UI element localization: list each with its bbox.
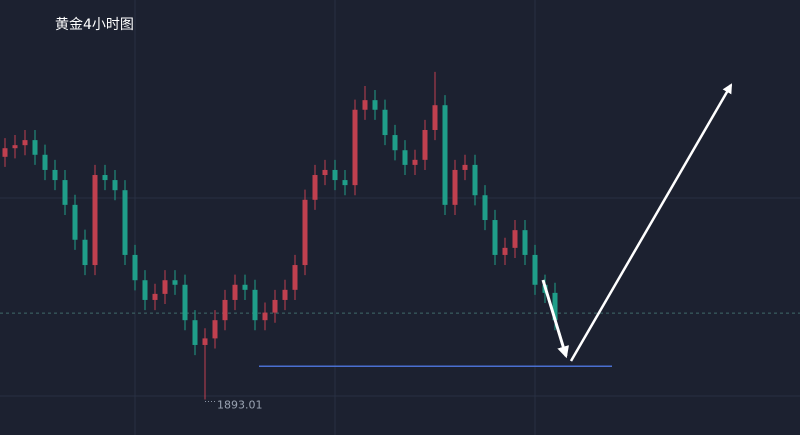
candle-body xyxy=(32,140,38,155)
candle-body xyxy=(482,195,488,221)
candle-body xyxy=(2,148,8,157)
candle-body xyxy=(222,299,228,321)
candle-body xyxy=(292,265,298,290)
candle-body xyxy=(422,129,428,160)
candle-body xyxy=(232,284,238,300)
candle-body xyxy=(322,169,328,176)
candle-body xyxy=(142,280,148,300)
candle-body xyxy=(162,280,168,294)
candle-body xyxy=(362,100,368,110)
candle-body xyxy=(262,312,268,321)
candle-body xyxy=(402,150,408,165)
candle-body xyxy=(282,289,288,300)
low-label: 1893.01 xyxy=(217,399,263,412)
candle-body xyxy=(462,164,468,170)
candle-body xyxy=(22,140,28,146)
chart-title: 黄金4小时图 xyxy=(55,16,134,33)
candle-body xyxy=(12,145,18,149)
candle-body xyxy=(552,292,558,321)
candle-body xyxy=(152,293,158,300)
candle-body xyxy=(442,105,448,205)
candle-body xyxy=(82,239,88,266)
candle-body xyxy=(52,169,58,181)
candle-body xyxy=(452,169,458,205)
candle-body xyxy=(472,164,478,196)
candle-body xyxy=(42,154,48,170)
candle-body xyxy=(412,159,418,165)
candle-body xyxy=(172,280,178,285)
candle-body xyxy=(522,230,528,255)
candle-body xyxy=(502,247,508,255)
candle-body xyxy=(372,100,378,110)
candle-body xyxy=(382,109,388,136)
candle-body xyxy=(432,105,438,130)
arrow-up xyxy=(569,83,733,362)
candle-body xyxy=(192,320,198,345)
candle-body xyxy=(352,109,358,186)
candle-body xyxy=(332,169,338,181)
candle-body xyxy=(242,284,248,290)
candle-body xyxy=(102,175,108,181)
candle-body xyxy=(492,220,498,255)
candle-body xyxy=(392,135,398,151)
candle-body xyxy=(272,299,278,313)
candle-body xyxy=(532,254,538,285)
candle-body xyxy=(312,175,318,200)
candle-body xyxy=(302,199,308,266)
candle-body xyxy=(212,320,218,339)
candle-body xyxy=(202,338,208,345)
candle-body xyxy=(342,180,348,186)
candle-body xyxy=(252,289,258,321)
candle-body xyxy=(62,180,68,205)
candle-body xyxy=(182,284,188,321)
candle-body xyxy=(92,175,98,266)
candle-body xyxy=(512,230,518,248)
plot-area: 1893.01 xyxy=(0,71,800,412)
candle-body xyxy=(112,180,118,191)
arrow-down xyxy=(541,279,569,359)
candle-body xyxy=(122,190,128,255)
candle-body xyxy=(72,204,78,240)
candle-body xyxy=(132,254,138,281)
